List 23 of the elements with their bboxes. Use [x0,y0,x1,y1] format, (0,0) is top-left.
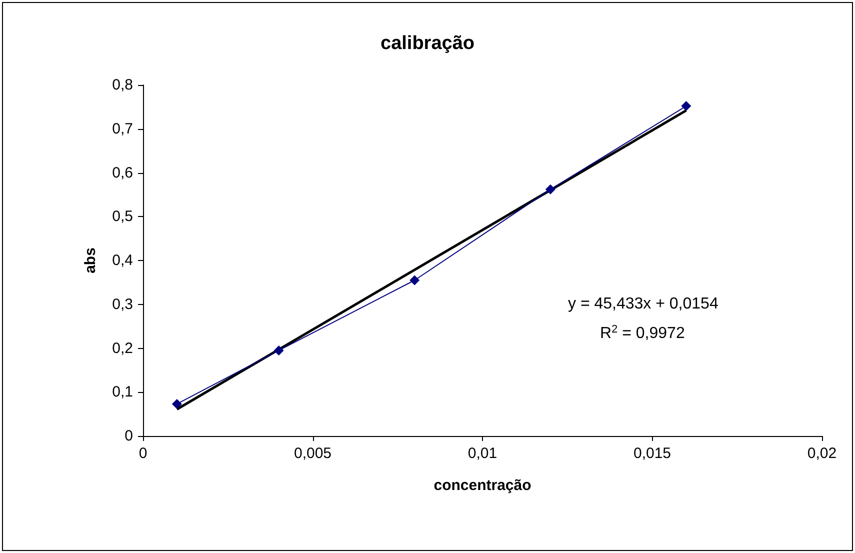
chart-title: calibração [380,33,474,54]
y-tick-label: 0,8 [112,76,133,94]
y-tick-label: 0,2 [112,340,133,357]
x-tick-label: 0 [138,445,148,462]
y-tick-label: 0 [124,428,133,444]
x-tick-label: 0,01 [468,445,498,462]
x-tick-label: 0,015 [633,445,672,462]
point [410,275,420,286]
annotation: y = 45,433x + 0,0154 [568,296,718,312]
x-axis-title: concentração [434,477,532,494]
y-tick-label: 0,5 [112,208,133,226]
y-tick-label: 0,7 [112,120,133,138]
x-tick-label: 0,005 [294,445,332,462]
point [681,101,692,112]
x-tick-label: 0,02 [807,445,837,462]
y-tick-label: 0,4 [112,252,133,269]
y-tick-label: 0,3 [112,296,133,313]
point [274,345,284,356]
y-tick-label: 0,6 [112,164,133,182]
point [545,184,556,194]
y-axis-title: abs [82,248,99,274]
point [172,398,182,409]
y-tick-label: 0,1 [112,384,133,401]
